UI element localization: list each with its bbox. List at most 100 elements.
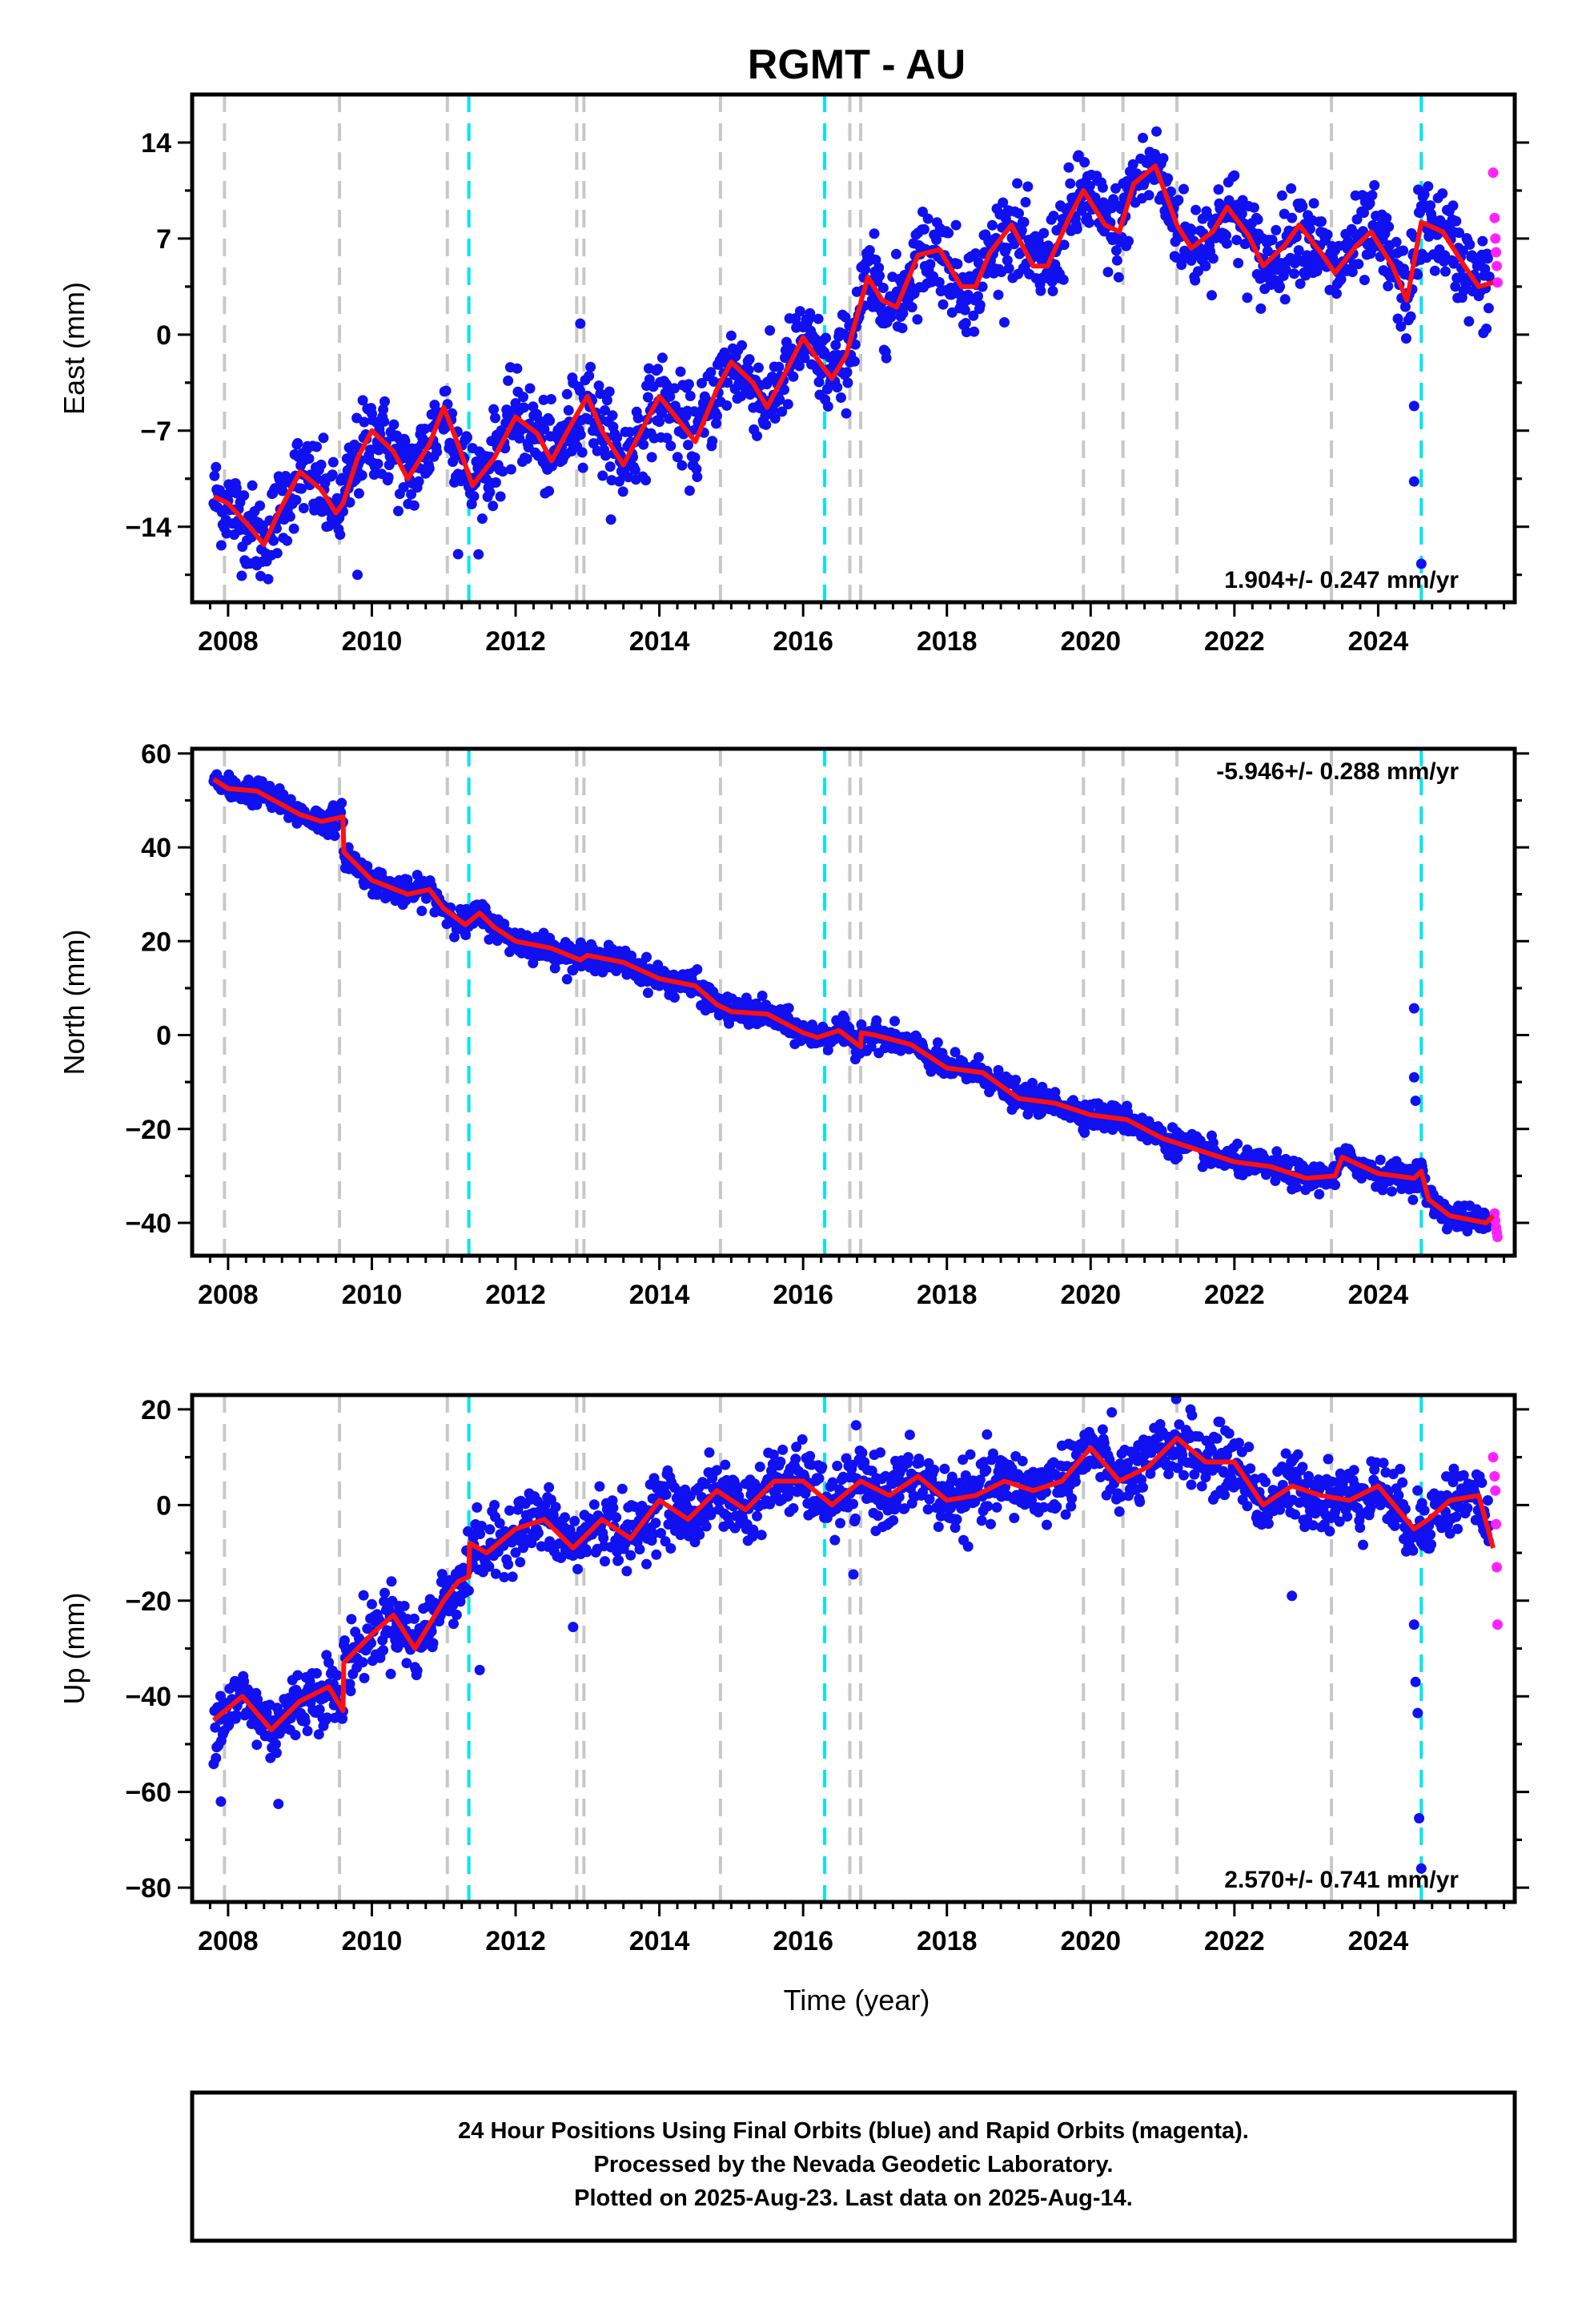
east-data-point — [1022, 181, 1034, 192]
east-data-point — [1079, 157, 1090, 168]
figure-title: RGMT - AU — [748, 42, 966, 88]
up-data-point — [489, 1499, 500, 1510]
up-data-point — [1066, 1493, 1078, 1504]
east-data-point — [721, 400, 733, 411]
east-data-point — [890, 248, 901, 259]
east-data-point — [959, 304, 970, 316]
east-outlier-point — [352, 569, 363, 581]
east-data-point — [1186, 225, 1198, 236]
east-data-point — [946, 307, 958, 318]
east-data-point — [665, 391, 676, 402]
east-data-point — [1065, 178, 1076, 189]
up-data-point — [484, 1561, 495, 1572]
up-data-point — [791, 1441, 802, 1453]
east-data-point — [1020, 197, 1031, 207]
north-data-point — [783, 1003, 794, 1014]
east-data-point — [761, 419, 772, 430]
up-data-point — [385, 1668, 396, 1679]
up-data-point — [490, 1568, 501, 1579]
up-data-point — [991, 1502, 1002, 1513]
up-data-point — [572, 1563, 583, 1574]
up-data-point — [484, 1524, 496, 1535]
up-data-point — [720, 1459, 731, 1470]
north-data-point — [561, 974, 572, 985]
north-data-point — [528, 958, 539, 969]
east-outlier-point — [1408, 476, 1419, 487]
east-data-point — [1084, 180, 1095, 191]
east-data-point — [1289, 268, 1299, 279]
east-data-point — [675, 366, 686, 377]
up-data-point — [788, 1503, 799, 1514]
east-data-point — [677, 460, 688, 471]
east-data-point — [1207, 253, 1219, 264]
east-data-point — [518, 392, 528, 403]
up-data-point — [608, 1502, 619, 1514]
east-data-point — [600, 450, 611, 461]
up-data-point — [271, 1747, 282, 1759]
up-data-point — [960, 1470, 971, 1481]
east-data-point — [296, 483, 307, 494]
east-data-point — [327, 456, 339, 468]
up-data-point — [231, 1710, 242, 1721]
east-outlier-point — [452, 549, 464, 560]
east-rapid-orbit-point — [1492, 260, 1503, 271]
north-ytick-label: 60 — [141, 739, 171, 770]
east-data-point — [528, 401, 539, 412]
east-xtick-label: 2012 — [485, 626, 546, 657]
north-xtick-label: 2008 — [198, 1280, 259, 1310]
east-data-point — [600, 404, 610, 416]
up-data-point — [849, 1513, 861, 1524]
east-data-point — [495, 491, 506, 502]
east-data-point — [1454, 227, 1464, 239]
east-plot-area — [208, 94, 1503, 602]
east-data-point — [684, 485, 695, 497]
east-data-point — [646, 452, 657, 463]
up-data-point — [569, 1515, 580, 1526]
north-data-point — [1375, 1154, 1386, 1165]
east-data-point — [805, 308, 816, 319]
east-data-point — [1398, 245, 1409, 256]
east-data-point — [595, 388, 606, 400]
east-data-point — [268, 535, 279, 546]
east-data-point — [1158, 153, 1169, 164]
up-data-point — [634, 1544, 645, 1555]
up-data-point — [835, 1518, 845, 1529]
up-data-point — [357, 1657, 368, 1668]
east-data-point — [642, 392, 653, 403]
up-data-point — [904, 1429, 915, 1441]
east-data-point — [1143, 190, 1154, 201]
up-data-point — [1042, 1519, 1052, 1530]
north-rate-label: -5.946+/- 0.288 mm/yr — [1216, 758, 1459, 785]
up-data-point — [857, 1447, 868, 1458]
up-data-point — [331, 1670, 343, 1681]
east-data-point — [1035, 285, 1046, 296]
east-data-point — [931, 234, 942, 245]
east-data-point — [661, 432, 673, 444]
east-data-point — [1083, 217, 1094, 228]
north-data-point — [1314, 1188, 1325, 1200]
east-data-point — [1477, 235, 1488, 247]
east-data-point — [1255, 303, 1267, 314]
up-data-point — [848, 1498, 858, 1510]
up-data-point — [613, 1554, 624, 1566]
up-data-point — [512, 1504, 524, 1515]
east-rapid-orbit-point — [1491, 247, 1502, 258]
east-data-point — [638, 439, 649, 450]
up-data-point — [428, 1638, 439, 1649]
east-xtick-label: 2022 — [1204, 626, 1265, 657]
east-data-point — [1419, 189, 1430, 200]
east-data-point — [1151, 126, 1162, 137]
north-data-point — [993, 1064, 1004, 1076]
up-data-point — [436, 1569, 448, 1580]
east-data-point — [1335, 274, 1347, 285]
up-data-point — [1026, 1494, 1038, 1506]
east-data-point — [298, 503, 309, 513]
east-data-point — [842, 377, 853, 388]
up-data-point — [873, 1510, 884, 1522]
east-data-point — [672, 452, 683, 463]
up-data-point — [494, 1518, 505, 1529]
up-data-point — [499, 1571, 510, 1582]
